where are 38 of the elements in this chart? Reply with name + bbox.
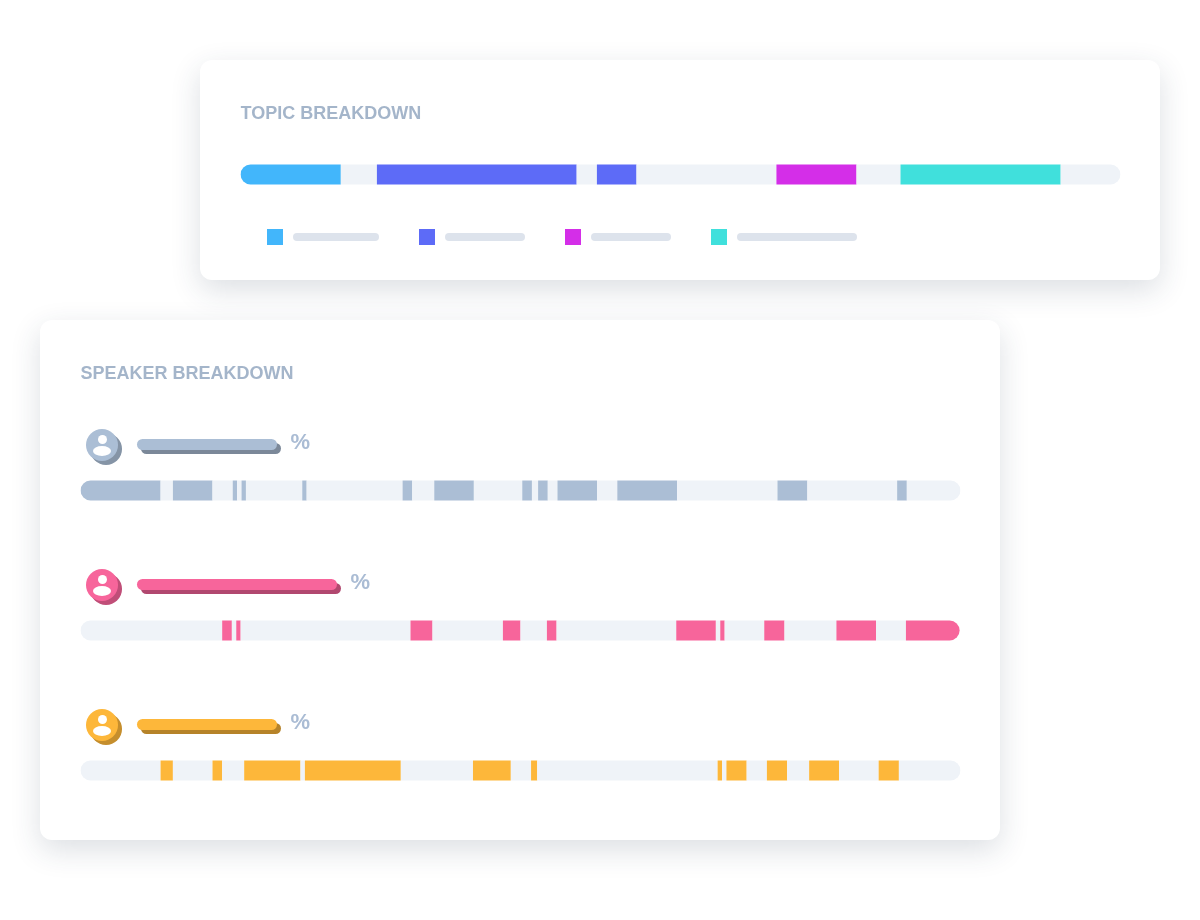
bar <box>231 620 237 641</box>
bar <box>80 760 161 781</box>
bar <box>900 164 1061 185</box>
bar <box>784 620 837 641</box>
bar <box>807 480 898 501</box>
chart-title: TOPIC BREAKDOWN <box>240 102 422 123</box>
bar <box>537 760 718 781</box>
bar <box>596 164 637 185</box>
bar <box>340 164 377 185</box>
chart-title: SPEAKER BREAKDOWN <box>80 362 294 383</box>
bar <box>172 760 213 781</box>
annotation: % <box>290 429 311 454</box>
bar <box>520 620 547 641</box>
bar <box>222 760 245 781</box>
bar <box>432 620 503 641</box>
bar <box>240 164 341 185</box>
bar <box>856 164 901 185</box>
bar <box>300 760 305 781</box>
bar <box>80 620 223 641</box>
annotation: % <box>290 709 311 734</box>
bar <box>906 480 961 501</box>
annotation: % <box>350 569 371 594</box>
bar <box>776 164 857 185</box>
bar <box>556 620 677 641</box>
bar <box>787 760 810 781</box>
bar <box>746 760 767 781</box>
bar <box>576 164 597 185</box>
bar <box>722 760 727 781</box>
bar <box>897 480 907 501</box>
bar <box>510 760 532 781</box>
bar <box>724 620 765 641</box>
bar <box>376 164 577 185</box>
bar <box>400 760 473 781</box>
bar <box>715 620 721 641</box>
bar <box>1060 164 1121 185</box>
bar <box>240 620 411 641</box>
bar <box>636 164 777 185</box>
bar <box>876 620 906 641</box>
